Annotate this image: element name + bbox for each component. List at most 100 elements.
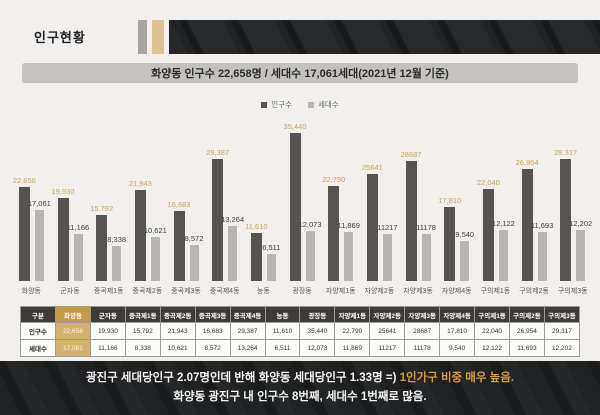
- table-cell: 22,040: [474, 322, 510, 340]
- table-cell: 11,869: [334, 339, 371, 357]
- bar-pair: 16,683 8,572: [168, 129, 203, 281]
- page-title: 인구현황: [34, 30, 86, 45]
- legend: 인구수 세대수: [0, 99, 600, 110]
- household-value-label: 8,572: [184, 234, 204, 243]
- population-bar: [366, 174, 378, 281]
- population-bar: [18, 187, 30, 281]
- household-bar: [498, 230, 508, 281]
- category-label: 중곡제4동: [209, 288, 240, 295]
- bar-pair: 17,810 9,540: [438, 129, 474, 281]
- table-row-인구수: 인구수 22,658 19,930 15,792 21,943 16,683 29,387 1…: [20, 322, 581, 340]
- table-cell: 12,073: [299, 339, 336, 357]
- table-row-세대수: 세대수 17,061 11,166 8,338 10,621 8,572 13,264 6,5…: [20, 339, 581, 357]
- accent-bar-gray: [138, 20, 147, 54]
- population-bar: [289, 133, 301, 281]
- stats-table-body: 인구수 22,658 19,930 15,792 21,943 16,683 29,387 1…: [20, 322, 581, 357]
- household-bar: [73, 234, 83, 281]
- table-cell: 10,621: [159, 339, 196, 357]
- population-bar-wrap: 16,683: [168, 200, 190, 281]
- household-value-label: 11,869: [337, 221, 360, 230]
- household-value-label: 17,061: [27, 199, 51, 208]
- footer-line1: 광진구 세대당인구 2.07명인데 반해 화양동 세대당인구 1.33명 =) …: [0, 369, 600, 385]
- population-value-label: 29,387: [206, 148, 230, 157]
- population-value-label: 15,792: [90, 204, 114, 213]
- bar-pair: 28687 11178: [401, 129, 436, 281]
- bar-pair: 25641 11217: [362, 129, 398, 281]
- table-col-header-중곡제2동: 중곡제2동: [159, 306, 196, 323]
- population-bar-wrap: 22,790: [322, 175, 345, 281]
- population-value-label: 17,810: [438, 196, 462, 205]
- population-bar: [134, 190, 146, 281]
- population-bar: [250, 233, 262, 281]
- table-cell: 16,683: [194, 322, 231, 340]
- table-cell: 17,061: [55, 339, 91, 357]
- chart-group-화양동: 22,658 17,061 화양동: [12, 129, 51, 296]
- population-bar-wrap: 26,954: [516, 158, 539, 281]
- table-row-label: 인구수: [20, 322, 56, 340]
- stats-table-head: 구분 화양동 군자동 중곡제1동 중곡제2동 중곡제3동 중곡제4동 능동 광장동 자양제1동 자양…: [20, 306, 581, 323]
- population-value-label: 26,954: [515, 158, 539, 167]
- table-col-header-화양동: 화양동: [55, 306, 91, 323]
- category-label: 능동: [256, 288, 270, 295]
- household-bar-wrap: 8,338: [107, 235, 126, 281]
- table-cell: 19,930: [89, 322, 126, 340]
- population-bar: [173, 211, 185, 281]
- table-cell: 11,166: [89, 339, 126, 357]
- household-value-label: 6,511: [262, 243, 281, 252]
- household-bar: [576, 230, 586, 281]
- table-col-header-군자동: 군자동: [89, 306, 126, 323]
- household-bar: [150, 237, 160, 281]
- bar-pair: 22,658 17,061: [13, 129, 51, 281]
- table-col-header-구의제1동: 구의제1동: [474, 306, 510, 323]
- household-bar-wrap: 11178: [416, 223, 436, 281]
- category-label: 자양제1동: [325, 288, 356, 295]
- population-bar: [212, 159, 224, 281]
- table-row-label: 세대수: [20, 339, 56, 357]
- table-cell: 11,610: [264, 322, 301, 340]
- population-bar: [405, 161, 417, 281]
- household-bar: [344, 232, 354, 281]
- household-bar: [34, 210, 44, 281]
- table-cell: 35,440: [299, 322, 336, 340]
- bar-pair: 29,317 12,202: [554, 129, 592, 281]
- table-corner-header: 구분: [20, 306, 56, 323]
- chart-group-광장동: 35,440 12,073 광장동: [283, 122, 322, 296]
- household-bar-wrap: 8,572: [185, 234, 203, 281]
- category-label: 중곡제2동: [132, 288, 163, 295]
- household-bar: [537, 232, 547, 281]
- table-cell: 12,122: [474, 339, 510, 357]
- household-value-label: 8,338: [107, 235, 127, 244]
- table-col-header-중곡제1동: 중곡제1동: [124, 306, 161, 323]
- household-bar-wrap: 11,869: [338, 221, 360, 281]
- table-col-header-구의제3동: 구의제3동: [543, 306, 581, 323]
- population-bar: [96, 215, 108, 281]
- population-value-label: 22,040: [476, 178, 500, 187]
- chart-group-군자동: 19,930 11,166 군자동: [51, 129, 90, 296]
- household-bar: [421, 234, 431, 281]
- chart-group-중곡제2동: 21,943 10,621 중곡제2동: [128, 129, 167, 296]
- category-label: 광장동: [292, 288, 312, 295]
- population-bar: [560, 159, 572, 281]
- accent-bar-tan: [152, 20, 164, 54]
- household-value-label: 12,073: [298, 220, 322, 229]
- population-bar: [482, 189, 494, 281]
- household-bar-wrap: 12,122: [492, 219, 515, 281]
- table-header-row: 구분 화양동 군자동 중곡제1동 중곡제2동 중곡제3동 중곡제4동 능동 광장동 자양제1동 자양…: [20, 306, 581, 323]
- table-cell: 12,202: [543, 339, 581, 357]
- household-bar-wrap: 13,264: [221, 215, 244, 281]
- footer-line1-highlight: 1인가구 비중 매우 높음.: [399, 372, 515, 384]
- table-cell: 26,954: [508, 322, 545, 340]
- household-bar: [266, 254, 276, 281]
- bar-pair: 15,792 8,338: [90, 129, 126, 281]
- household-value-label: 11178: [416, 223, 436, 232]
- table-col-header-구의제2동: 구의제2동: [508, 306, 545, 323]
- table-cell: 11,693: [508, 339, 545, 357]
- population-bar-wrap: 21,943: [129, 179, 152, 281]
- population-bar-wrap: 28687: [401, 150, 421, 281]
- legend-label: 세대수: [318, 100, 339, 109]
- household-value-label: 11217: [377, 223, 398, 232]
- table-col-header-능동: 능동: [264, 306, 301, 323]
- population-bar-wrap: 22,658: [13, 176, 36, 281]
- household-bar: [228, 226, 238, 281]
- legend-swatch-icon: [261, 101, 268, 108]
